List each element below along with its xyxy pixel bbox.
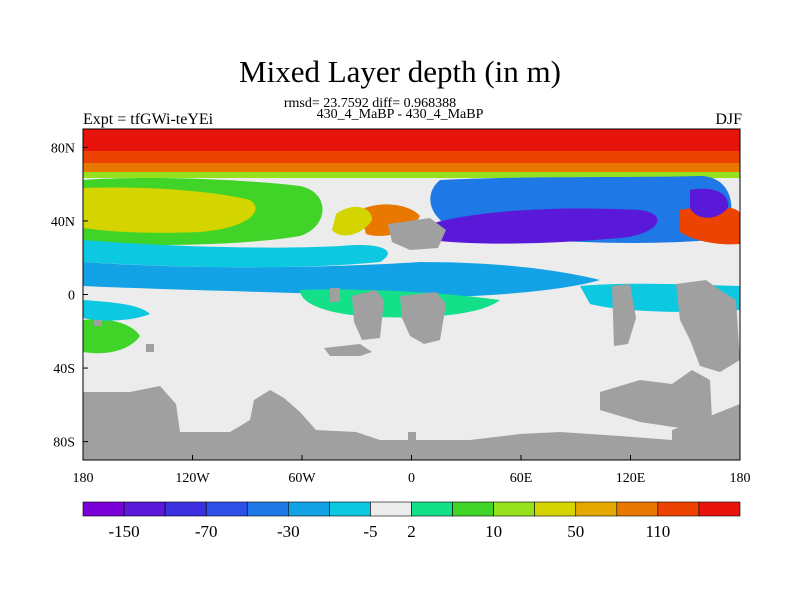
land-africa	[400, 292, 446, 344]
field-band-50n	[83, 172, 740, 178]
field-patch-sw-green	[83, 319, 140, 354]
land-eastern-continent	[676, 280, 740, 372]
colorbar-box	[657, 501, 700, 517]
rmsd-diff-stats: rmsd= 23.7592 diff= 0.968388	[283, 96, 457, 111]
experiment-label: Expt = tfGWi-teYEi	[83, 111, 214, 128]
axis-ticks: 180 120W 60W 0 60E 120E 180 80N 40N 0 40S 80S	[51, 141, 751, 486]
field-patch-tropics-green	[300, 289, 500, 318]
colorbar-box	[411, 501, 453, 517]
field-patch-tropics-blue	[83, 262, 600, 298]
field-patch-npac-yellow	[83, 187, 256, 233]
land-islet-4	[330, 288, 340, 302]
colorbar-box	[616, 501, 659, 517]
land-islet-2	[146, 344, 154, 352]
x-tick-label: 60W	[288, 471, 316, 486]
y-tick-label: 80S	[53, 436, 75, 451]
field-patch-sw-cyan	[83, 300, 150, 321]
map-title: Mixed Layer depth (in m)	[239, 54, 561, 89]
colorbar-box	[534, 501, 577, 517]
colorbar-box	[493, 501, 535, 517]
colorbar-label: 2	[407, 522, 416, 541]
land-islet-3	[408, 432, 416, 440]
colorbar-label: 50	[567, 522, 584, 541]
colorbar-box	[288, 501, 330, 517]
colorbar-label: -70	[195, 522, 218, 541]
colorbar-label: 110	[645, 522, 670, 541]
field-patch-epac-purple	[690, 188, 729, 218]
field-band-arctic	[83, 129, 740, 151]
field-patch-epac-red	[680, 206, 740, 245]
x-tick-label: 0	[408, 471, 415, 486]
land-islet-1	[94, 320, 102, 326]
x-tick-label: 120W	[175, 471, 210, 486]
field-band-60n	[83, 151, 740, 163]
colorbar-box	[575, 501, 618, 517]
land-eurasia-south	[388, 218, 446, 250]
y-tick-label: 40S	[53, 362, 75, 377]
x-tick-label: 180	[730, 471, 751, 486]
colorbar-label: -150	[108, 522, 139, 541]
colorbar-box	[370, 501, 412, 517]
colorbar-box	[164, 501, 207, 517]
x-tick-label: 180	[73, 471, 94, 486]
field-patch-npac-cyan	[83, 240, 388, 268]
colorbar-label: -30	[277, 522, 300, 541]
colorbar-box	[329, 501, 371, 517]
colorbar-box	[698, 501, 741, 517]
colorbar-box	[82, 501, 125, 517]
land-australia	[600, 370, 712, 428]
field-patch-kuroshio-yellow	[332, 206, 372, 236]
field-patch-npac-purple	[430, 208, 658, 244]
y-tick-label: 80N	[51, 141, 75, 156]
land-indonesia-strip	[612, 284, 636, 346]
land-south-america-tip	[324, 344, 372, 356]
colorbar: -150 -70 -30 -5 2 10 50 110	[82, 501, 741, 541]
land-arabia	[352, 290, 384, 340]
colorbar-box	[205, 501, 248, 517]
experiment-subtitle: 430_4_MaBP - 430_4_MaBP	[316, 107, 484, 122]
colorbar-box	[123, 501, 166, 517]
colorbar-label: 10	[485, 522, 502, 541]
x-tick-label: 120E	[616, 471, 646, 486]
colorbar-box	[452, 501, 494, 517]
y-tick-label: 0	[68, 289, 75, 304]
y-tick-label: 40N	[51, 215, 75, 230]
land-antarctica	[83, 386, 740, 460]
x-tick-label: 60E	[510, 471, 533, 486]
colorbar-box	[246, 501, 289, 517]
field-band-55n	[83, 163, 740, 172]
season-label: DJF	[715, 111, 742, 128]
colorbar-label: -5	[363, 522, 377, 541]
